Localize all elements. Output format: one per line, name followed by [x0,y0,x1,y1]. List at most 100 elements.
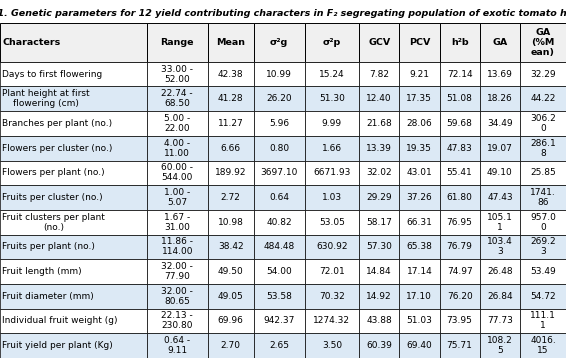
Bar [520,111,566,136]
Bar [208,62,254,86]
Text: 0.64: 0.64 [269,193,289,202]
Text: Fruits per plant (no.): Fruits per plant (no.) [2,242,95,251]
Text: Plant height at first
flowering (cm): Plant height at first flowering (cm) [2,89,90,108]
Bar [305,284,359,309]
Bar [480,62,520,86]
Text: 1274.32: 1274.32 [314,316,350,325]
Bar [254,309,305,333]
Text: 77.73: 77.73 [487,316,513,325]
Bar [147,210,208,234]
Bar [147,136,208,160]
Text: 11.86 -
114.00: 11.86 - 114.00 [161,237,193,256]
Bar [254,62,305,86]
Text: 25.85: 25.85 [530,168,556,177]
Text: 28.06: 28.06 [406,119,432,128]
Text: Individual fruit weight (g): Individual fruit weight (g) [2,316,118,325]
Bar [399,234,440,259]
Bar [359,111,399,136]
Bar [147,333,208,358]
Text: Flowers per cluster (no.): Flowers per cluster (no.) [2,144,113,153]
Bar [0,259,147,284]
Bar [520,62,566,86]
Text: σ²g: σ²g [270,38,288,47]
Text: 21.68: 21.68 [366,119,392,128]
Bar [147,111,208,136]
Bar [359,210,399,234]
Bar [147,234,208,259]
Text: 58.17: 58.17 [366,218,392,227]
Bar [0,62,147,86]
Text: 34.49: 34.49 [487,119,513,128]
Text: 76.95: 76.95 [447,218,473,227]
Text: 269.2
3: 269.2 3 [530,237,556,256]
Bar [147,284,208,309]
Text: 11.27: 11.27 [218,119,243,128]
Text: 61.80: 61.80 [447,193,473,202]
Text: 75.71: 75.71 [447,341,473,350]
Text: Range: Range [161,38,194,47]
Bar [359,136,399,160]
Bar [359,284,399,309]
Bar [399,185,440,210]
Bar [480,234,520,259]
Text: 957.0
0: 957.0 0 [530,213,556,232]
Text: 37.26: 37.26 [406,193,432,202]
Text: 22.74 -
68.50: 22.74 - 68.50 [161,89,193,108]
Text: 72.01: 72.01 [319,267,345,276]
Bar [254,86,305,111]
Bar [520,234,566,259]
Bar [399,160,440,185]
Text: 1741.
86: 1741. 86 [530,188,556,207]
Bar [520,160,566,185]
Bar [208,284,254,309]
Bar [254,333,305,358]
Bar [0,185,147,210]
Text: 111.1
1: 111.1 1 [530,311,556,330]
Bar [359,234,399,259]
Bar [359,86,399,111]
Bar [440,234,480,259]
Bar [254,160,305,185]
Text: Mean: Mean [216,38,245,47]
Text: 65.38: 65.38 [406,242,432,251]
Bar [208,185,254,210]
Text: 3.50: 3.50 [322,341,342,350]
Bar [399,284,440,309]
Text: 72.14: 72.14 [447,69,473,79]
Bar [0,111,147,136]
Bar [440,259,480,284]
Text: 1.67 -
31.00: 1.67 - 31.00 [164,213,190,232]
Bar [440,136,480,160]
Bar [0,210,147,234]
Bar [359,309,399,333]
Bar [480,136,520,160]
Bar [440,160,480,185]
Text: 51.03: 51.03 [406,316,432,325]
Text: 38.42: 38.42 [218,242,243,251]
Text: 5.96: 5.96 [269,119,289,128]
Bar [399,23,440,62]
Text: 13.39: 13.39 [366,144,392,153]
Text: 29.29: 29.29 [366,193,392,202]
Bar [305,23,359,62]
Bar [147,62,208,86]
Bar [440,62,480,86]
Bar [305,234,359,259]
Bar [208,309,254,333]
Bar [254,111,305,136]
Text: 12.40: 12.40 [366,94,392,103]
Text: Fruits per cluster (no.): Fruits per cluster (no.) [2,193,103,202]
Bar [208,259,254,284]
Bar [208,136,254,160]
Bar [480,210,520,234]
Bar [480,259,520,284]
Bar [440,210,480,234]
Text: 14.84: 14.84 [366,267,392,276]
Text: 19.35: 19.35 [406,144,432,153]
Text: 942.37: 942.37 [264,316,295,325]
Text: 10.99: 10.99 [266,69,292,79]
Text: 51.08: 51.08 [447,94,473,103]
Text: GCV: GCV [368,38,391,47]
Bar [305,259,359,284]
Bar [305,160,359,185]
